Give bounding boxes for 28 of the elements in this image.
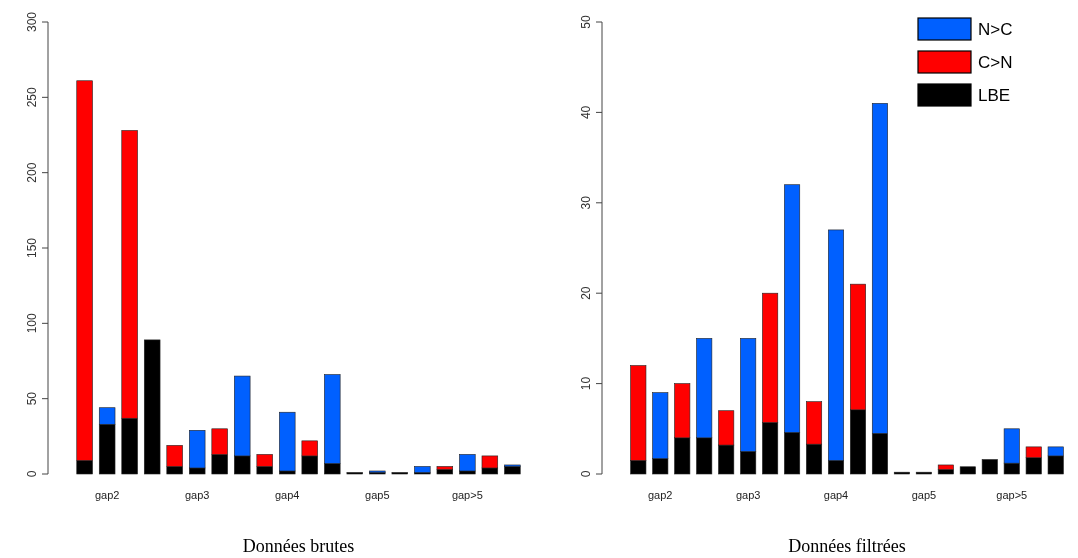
y-tick-label: 40 <box>579 105 593 120</box>
x-tick-label: gap>5 <box>996 489 1028 501</box>
y-tick-label: 20 <box>579 286 593 300</box>
x-tick-label: gap4 <box>823 489 849 501</box>
y-tick-label: 100 <box>25 313 39 334</box>
y-tick-label: 0 <box>579 470 593 478</box>
y-tick-label: 10 <box>579 376 593 391</box>
y-tick-label: 0 <box>25 470 39 478</box>
y-tick-label: 150 <box>25 237 39 259</box>
y-tick-label: 200 <box>25 162 39 183</box>
x-tick-label: gap3 <box>735 489 761 501</box>
y-tick-label: 50 <box>25 391 39 406</box>
y-tick-label: 50 <box>579 15 593 29</box>
y-tick-label: 250 <box>25 87 39 108</box>
y-tick-label: 30 <box>579 195 593 210</box>
legend-label: LBE <box>978 86 1011 105</box>
x-tick-label: gap5 <box>911 489 937 501</box>
x-tick-label: gap>5 <box>451 489 483 501</box>
x-tick-label: gap2 <box>94 489 120 501</box>
x-tick-label: gap3 <box>184 489 210 501</box>
x-tick-label: gap2 <box>648 489 673 501</box>
x-axis-title: Données filtrées <box>788 536 906 556</box>
legend-label: C>N <box>978 53 1013 72</box>
x-tick-label: gap4 <box>275 489 300 501</box>
legend-label: N>C <box>978 20 1013 39</box>
x-axis-title: Données brutes <box>242 536 355 556</box>
x-tick-label: gap5 <box>365 489 390 501</box>
y-tick-label: 300 <box>25 11 39 33</box>
